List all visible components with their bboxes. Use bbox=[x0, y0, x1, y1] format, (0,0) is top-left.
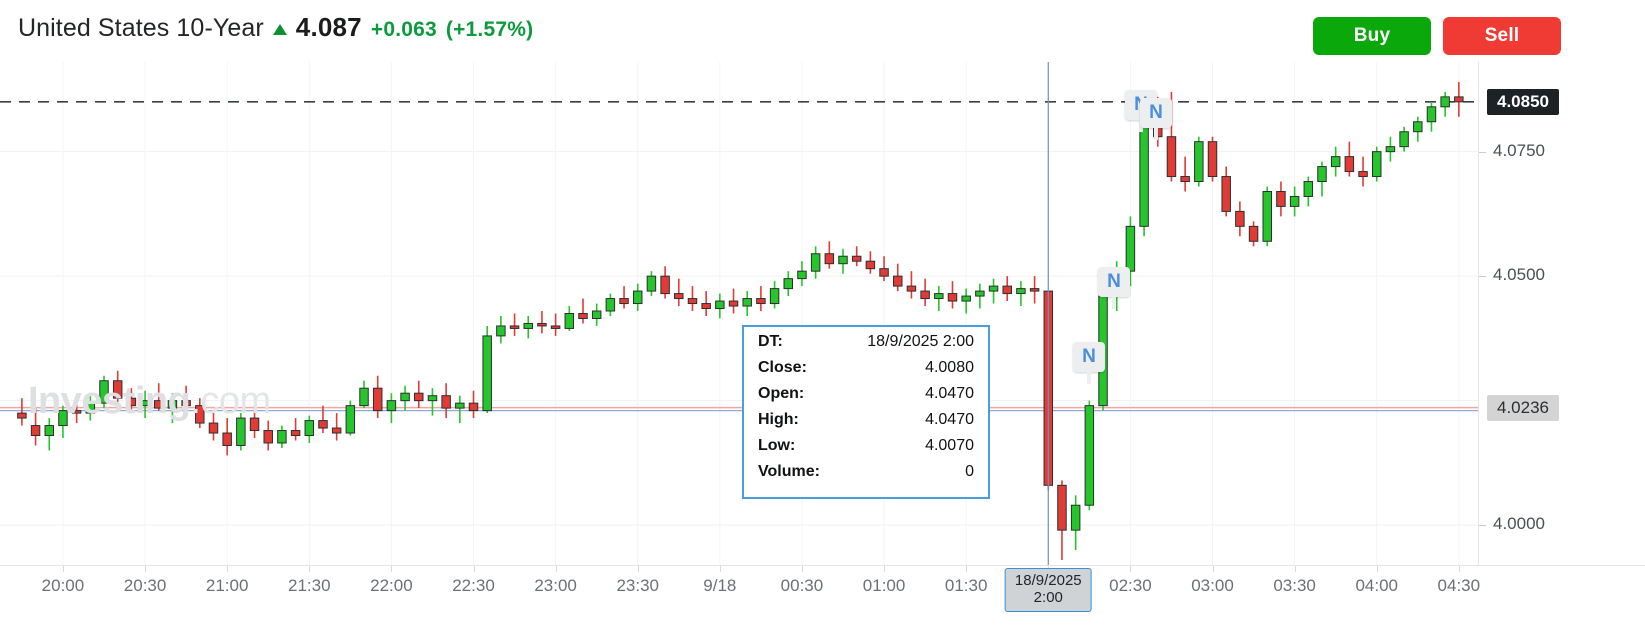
tooltip-row: Open: 4.0470 bbox=[758, 385, 974, 411]
time-tick-mark bbox=[1294, 566, 1296, 572]
time-tick-mark bbox=[884, 566, 886, 572]
buy-button[interactable]: Buy bbox=[1313, 17, 1431, 55]
tooltip-row-value: 4.0070 bbox=[925, 437, 974, 454]
price-tick-label: 4.0750 bbox=[1493, 140, 1545, 160]
time-tick-label: 01:00 bbox=[862, 576, 906, 595]
header-bar: United States 10-Year 4.087 +0.063 (+1.5… bbox=[0, 0, 1645, 62]
time-tick-label: 23:00 bbox=[534, 576, 577, 595]
crosshair-date: 18/9/2025 bbox=[1014, 572, 1082, 589]
tooltip-row-key: High: bbox=[758, 411, 799, 428]
time-tick-mark bbox=[1376, 566, 1378, 572]
chart-container[interactable]: Investing.com NNNN DT:18/9/2025 2:00Clos… bbox=[0, 62, 1645, 628]
tooltip-row: High: 4.0470 bbox=[758, 411, 974, 437]
time-tick-label: 20:00 bbox=[41, 576, 85, 595]
tooltip-row-key: Volume: bbox=[758, 463, 820, 480]
page-title: United States 10-Year bbox=[18, 14, 264, 42]
candlestick-plot[interactable]: Investing.com NNNN DT:18/9/2025 2:00Clos… bbox=[0, 62, 1478, 565]
time-tick-mark bbox=[473, 566, 475, 572]
time-tick-mark bbox=[391, 566, 393, 572]
time-tick-label: 02:30 bbox=[1109, 576, 1152, 595]
time-tick-mark bbox=[62, 566, 64, 572]
crosshair-time: 2:00 bbox=[1033, 589, 1063, 607]
tooltip-row-value: 4.0080 bbox=[925, 359, 974, 376]
prev-close-badge: 4.0236 bbox=[1487, 394, 1559, 421]
time-tick-mark bbox=[1212, 566, 1214, 572]
plot-svg bbox=[0, 62, 1478, 565]
tooltip-row: Close: 4.0080 bbox=[758, 359, 974, 385]
tooltip-row: DT: 18/9/2025 2:00 bbox=[758, 333, 974, 359]
arrow-up-icon bbox=[272, 24, 287, 35]
time-axis[interactable]: 04:3004:0003:3003:0002:3002:0001:3001:00… bbox=[0, 565, 1645, 628]
last-price: 4.087 bbox=[295, 12, 362, 42]
time-tick-label: 23:30 bbox=[616, 576, 659, 595]
time-tick-mark bbox=[801, 566, 803, 572]
time-tick-mark bbox=[966, 566, 968, 572]
tooltip-row: Low: 4.0070 bbox=[758, 437, 974, 463]
time-tick-label: 03:30 bbox=[1273, 576, 1316, 595]
ohlc-tooltip: DT: 18/9/2025 2:00 Close: 4.0080 Open: 4.0470… bbox=[742, 325, 990, 499]
tooltip-row-value: 0 bbox=[965, 463, 974, 480]
tooltip-row-key: DT: bbox=[758, 333, 783, 350]
tooltip-row-value: 4.0470 bbox=[925, 411, 974, 428]
time-tick-mark bbox=[637, 566, 639, 572]
time-tick-mark bbox=[145, 566, 147, 572]
time-tick-mark bbox=[555, 566, 557, 572]
price-tick-mark bbox=[1479, 525, 1486, 527]
instrument-summary: United States 10-Year 4.087 +0.063 (+1.5… bbox=[18, 12, 533, 43]
last-price-badge: 4.0850 bbox=[1487, 88, 1559, 115]
price-tick-mark bbox=[1479, 276, 1486, 278]
price-tick-mark bbox=[1479, 151, 1486, 153]
tooltip-row-value: 4.0470 bbox=[925, 385, 974, 402]
time-tick-mark bbox=[1130, 566, 1132, 572]
news-marker-stem bbox=[1154, 128, 1158, 140]
time-tick-mark bbox=[309, 566, 311, 572]
tooltip-row-key: Close: bbox=[758, 359, 807, 376]
time-tick-label: 21:00 bbox=[205, 576, 249, 595]
time-tick-label: 21:30 bbox=[288, 576, 331, 595]
sell-button[interactable]: Sell bbox=[1443, 17, 1561, 55]
news-marker-icon[interactable]: N bbox=[1140, 98, 1172, 140]
tooltip-row-key: Low: bbox=[758, 437, 796, 454]
time-tick-label: 01:30 bbox=[944, 576, 988, 595]
news-marker-stem bbox=[1112, 297, 1116, 309]
news-marker-icon[interactable]: N bbox=[1073, 342, 1105, 384]
tooltip-row-key: Open: bbox=[758, 385, 805, 402]
time-tick-label: 03:00 bbox=[1191, 576, 1234, 595]
price-axis[interactable]: 4.0750 4.0500 4.0000 4.0850 4.0236 bbox=[1478, 62, 1645, 565]
price-change-percent: (+1.57%) bbox=[445, 18, 534, 41]
time-tick-label: 04:30 bbox=[1437, 576, 1481, 595]
price-tick-label: 4.0500 bbox=[1493, 265, 1545, 285]
news-marker-stem bbox=[1087, 372, 1091, 384]
news-marker-icon[interactable]: N bbox=[1098, 267, 1130, 309]
time-tick-label: 04:00 bbox=[1355, 576, 1398, 595]
time-tick-mark bbox=[1458, 566, 1460, 572]
time-tick-mark bbox=[227, 566, 229, 572]
price-tick-label: 4.0000 bbox=[1493, 514, 1545, 534]
time-tick-label: 22:00 bbox=[370, 576, 413, 595]
time-tick-label: 9/18 bbox=[703, 576, 737, 595]
price-change: +0.063 bbox=[370, 18, 437, 41]
time-tick-label: 20:30 bbox=[123, 576, 167, 595]
time-tick-mark bbox=[719, 566, 721, 572]
time-tick-label: 00:30 bbox=[780, 576, 824, 595]
crosshair-time-label: 18/9/2025 2:00 bbox=[1004, 568, 1092, 612]
time-tick-label: 22:30 bbox=[452, 576, 495, 595]
tooltip-row: Volume: 0 bbox=[758, 463, 974, 489]
tooltip-row-value: 18/9/2025 2:00 bbox=[867, 333, 974, 350]
